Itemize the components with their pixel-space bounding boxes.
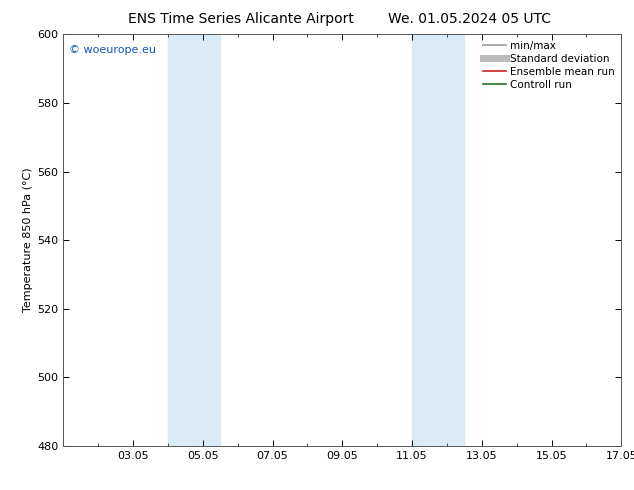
Y-axis label: Temperature 850 hPa (°C): Temperature 850 hPa (°C): [23, 168, 33, 313]
Bar: [168, 34, 221, 446]
Text: ENS Time Series Alicante Airport: ENS Time Series Alicante Airport: [128, 12, 354, 26]
Text: © woeurope.eu: © woeurope.eu: [69, 45, 156, 54]
Legend: min/max, Standard deviation, Ensemble mean run, Controll run: min/max, Standard deviation, Ensemble me…: [479, 36, 619, 94]
Bar: [412, 34, 464, 446]
Text: We. 01.05.2024 05 UTC: We. 01.05.2024 05 UTC: [387, 12, 551, 26]
